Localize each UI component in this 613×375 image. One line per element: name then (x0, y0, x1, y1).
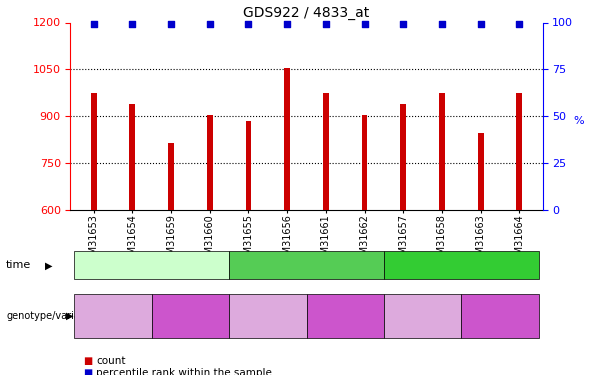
Text: wild type: wild type (242, 311, 293, 321)
Point (243, 21, 253, 27)
Text: 6 h: 6 h (451, 259, 471, 272)
Text: time: time (6, 260, 31, 270)
Text: percentile rank within the sample: percentile rank within the sample (96, 368, 272, 375)
Bar (284, 68, 290, 210)
Point (437, 21, 447, 27)
Text: TOR2
mutant: TOR2 mutant (479, 305, 520, 327)
Bar (129, 104, 135, 210)
Point (205, 21, 215, 27)
Point (398, 21, 408, 27)
Y-axis label: %: % (574, 116, 584, 126)
Point (476, 21, 485, 27)
Point (282, 21, 292, 27)
Bar (323, 93, 329, 210)
Point (166, 21, 176, 27)
Bar (246, 121, 251, 210)
Text: ▶: ▶ (45, 260, 52, 270)
Text: wild type: wild type (397, 311, 448, 321)
Text: ■: ■ (83, 356, 92, 366)
Bar (362, 115, 367, 210)
Text: 0 h: 0 h (142, 259, 162, 272)
Bar (439, 93, 445, 210)
Text: ▶: ▶ (66, 311, 74, 321)
Bar (478, 134, 484, 210)
Point (89, 21, 99, 27)
Bar (516, 93, 522, 210)
Title: GDS922 / 4833_at: GDS922 / 4833_at (243, 6, 370, 20)
Bar (91, 93, 97, 210)
Bar (207, 115, 213, 210)
Text: 2 h: 2 h (297, 259, 316, 272)
Text: TOR2
mutant: TOR2 mutant (170, 305, 211, 327)
Point (321, 21, 331, 27)
Text: ■: ■ (83, 368, 92, 375)
Point (360, 21, 370, 27)
Text: TOR2
mutant: TOR2 mutant (325, 305, 365, 327)
Point (128, 21, 137, 27)
Bar (168, 143, 174, 210)
Point (514, 21, 524, 27)
Text: wild type: wild type (88, 311, 139, 321)
Bar (400, 104, 406, 210)
Text: count: count (96, 356, 126, 366)
Text: genotype/variation: genotype/variation (6, 311, 99, 321)
